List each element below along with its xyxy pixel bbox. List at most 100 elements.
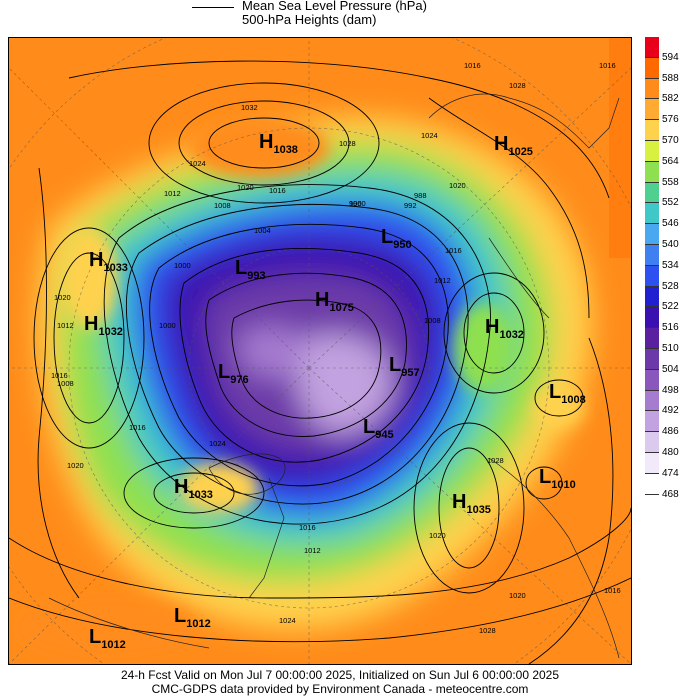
colorbar-label: 534 bbox=[662, 259, 679, 271]
low-pressure-center: L1008 bbox=[549, 381, 586, 406]
graticule-lines bbox=[9, 38, 631, 664]
colorbar-cell bbox=[645, 120, 659, 141]
contour-label: 1020 bbox=[509, 591, 526, 600]
colorbar-label: 486 bbox=[662, 426, 679, 438]
low-pressure-center: L976 bbox=[218, 361, 249, 386]
colorbar-cell bbox=[645, 369, 659, 391]
colorbar-cell bbox=[645, 37, 659, 58]
colorbar-label: 480 bbox=[662, 447, 679, 458]
colorbar-label: 552 bbox=[662, 197, 679, 209]
contour-label: 1020 bbox=[429, 531, 446, 540]
colorbar-label: 582 bbox=[662, 93, 679, 105]
colorbar-cell bbox=[645, 140, 659, 162]
high-pressure-center: H1032 bbox=[84, 313, 123, 338]
contour-label: 1024 bbox=[421, 131, 438, 140]
colorbar-cell bbox=[645, 182, 659, 204]
colorbar-cell bbox=[645, 161, 659, 183]
colorbar-cell bbox=[645, 78, 659, 100]
colorbar-label: 564 bbox=[662, 155, 679, 167]
map-footer: 24-h Fcst Valid on Mon Jul 7 00:00:00 20… bbox=[0, 668, 680, 696]
colorbar-cell bbox=[645, 286, 659, 308]
colorbar-cell bbox=[645, 307, 659, 329]
data-credit-text: CMC-GDPS data provided by Environment Ca… bbox=[151, 682, 529, 696]
contour-label: 992 bbox=[404, 201, 417, 210]
contour-label: 1000 bbox=[174, 261, 191, 270]
contour-label: 1024 bbox=[189, 159, 206, 168]
colorbar-label: 468 bbox=[662, 488, 679, 500]
high-pressure-center: H1033 bbox=[174, 476, 213, 501]
contour-label: 1016 bbox=[445, 246, 462, 255]
contour-label: 1016 bbox=[604, 586, 621, 595]
pressure-line-sample bbox=[192, 7, 234, 8]
colorbar-cell bbox=[645, 203, 659, 225]
colorbar-cell bbox=[645, 452, 659, 474]
colorbar-label: 594 bbox=[662, 51, 679, 63]
contour-label: 1028 bbox=[339, 139, 356, 148]
colorbar-label: 588 bbox=[662, 72, 679, 84]
height-fill-layer bbox=[9, 38, 631, 664]
contour-label: 1020 bbox=[67, 461, 84, 470]
contour-label: 1016 bbox=[299, 523, 316, 532]
legend-pressure-label: Mean Sea Level Pressure (hPa) bbox=[242, 0, 427, 13]
low-pressure-center: L1012 bbox=[174, 605, 211, 630]
colorbar-label: 570 bbox=[662, 135, 679, 146]
height-colorbar bbox=[645, 37, 659, 495]
low-pressure-center: L945 bbox=[363, 416, 394, 441]
contour-label: 1024 bbox=[279, 616, 296, 625]
colorbar-cell bbox=[645, 224, 659, 245]
contour-label: 1012 bbox=[434, 276, 451, 285]
colorbar-cell bbox=[645, 473, 659, 495]
colorbar-label: 540 bbox=[662, 239, 679, 250]
contour-label: 1028 bbox=[509, 81, 526, 90]
high-pressure-center: H1032 bbox=[485, 316, 524, 341]
contour-label: 1016 bbox=[51, 371, 68, 380]
colorbar-cell bbox=[645, 328, 659, 349]
low-pressure-center: L993 bbox=[235, 257, 266, 282]
colorbar-label: 492 bbox=[662, 405, 679, 417]
colorbar-label: 474 bbox=[662, 467, 679, 479]
contour-label: 1016 bbox=[269, 186, 286, 195]
pressure-contours bbox=[9, 60, 631, 664]
colorbar-label: 528 bbox=[662, 280, 679, 292]
low-pressure-center: L1012 bbox=[89, 626, 126, 651]
colorbar-cell bbox=[645, 244, 659, 266]
colorbar-label: 510 bbox=[662, 343, 679, 354]
contour-label: 1000 bbox=[349, 199, 366, 208]
colorbar-label: 522 bbox=[662, 301, 679, 313]
contour-label: 988 bbox=[414, 191, 427, 200]
colorbar-cell bbox=[645, 432, 659, 453]
low-pressure-center: L957 bbox=[389, 354, 420, 379]
high-pressure-center: H1025 bbox=[494, 133, 533, 158]
colorbar-label: 504 bbox=[662, 363, 679, 375]
high-pressure-center: H1038 bbox=[259, 131, 298, 156]
contour-label: 1016 bbox=[464, 61, 481, 70]
contour-label: 1012 bbox=[304, 546, 321, 555]
high-pressure-center: H1033 bbox=[89, 249, 128, 274]
contour-label: 1008 bbox=[214, 201, 231, 210]
colorbar-cell bbox=[645, 348, 659, 370]
contour-label: 1024 bbox=[209, 439, 226, 448]
low-pressure-center: L1010 bbox=[539, 466, 576, 491]
pressure-centers: H1038 H1025 H1033 H1032 L950 L993 H1075 H1032 L9… bbox=[84, 131, 586, 651]
contour-label: 1028 bbox=[487, 456, 504, 465]
colorbar-cell bbox=[645, 99, 659, 121]
high-pressure-center: H1075 bbox=[315, 289, 354, 314]
contour-label: 1020 bbox=[54, 293, 71, 302]
legend-heights-label: 500-hPa Heights (dam) bbox=[242, 12, 377, 27]
coastlines bbox=[48, 93, 620, 659]
colorbar-cell bbox=[645, 411, 659, 433]
colorbar-label: 498 bbox=[662, 384, 679, 396]
contour-label: 1012 bbox=[57, 321, 74, 330]
colorbar-label: 546 bbox=[662, 218, 679, 230]
contour-label: 1016 bbox=[599, 61, 616, 70]
low-pressure-center: L950 bbox=[381, 226, 412, 251]
colorbar-cell bbox=[645, 265, 659, 287]
contour-label: 1008 bbox=[57, 379, 74, 388]
colorbar-cell bbox=[645, 57, 659, 79]
contour-label: 1016 bbox=[129, 423, 146, 432]
contour-label: 1028 bbox=[479, 626, 496, 635]
contour-label: 1012 bbox=[164, 189, 181, 198]
colorbar-cell bbox=[645, 390, 659, 412]
